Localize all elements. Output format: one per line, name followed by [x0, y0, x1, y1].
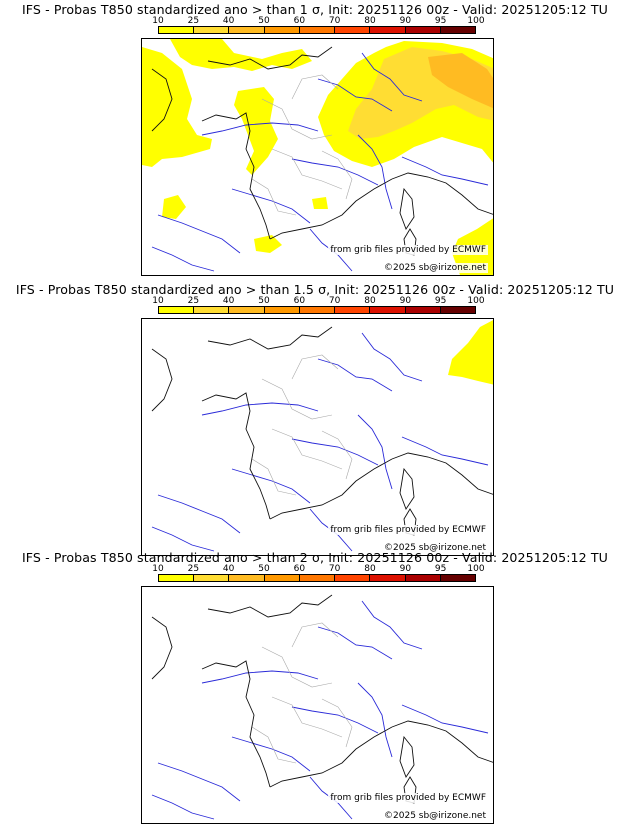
source-credit: from grib files provided by ECMWF [328, 245, 488, 255]
colorbar-cell [335, 307, 371, 313]
colorbar-tick-label: 80 [364, 16, 376, 26]
copyright-label: ©2025 sb@irizone.net [382, 811, 488, 821]
source-credit: from grib files provided by ECMWF [328, 525, 488, 535]
colorbar-cell [299, 575, 336, 581]
colorbar-cell [229, 27, 265, 33]
colorbar-cell [194, 307, 230, 313]
colorbar-tick-label: 10 [152, 16, 164, 26]
colorbar-cell [194, 27, 230, 33]
colorbar-cell [159, 307, 195, 313]
colorbar-cell [299, 307, 336, 313]
colorbar-tick-label: 90 [399, 564, 412, 574]
panel-3-title: IFS - Probas T850 standardized ano > tha… [21, 550, 608, 565]
colorbar-tick-label: 70 [328, 296, 341, 306]
colorbar-tick-label: 70 [328, 16, 341, 26]
colorbar-cell [440, 575, 475, 581]
colorbar-tick-label: 40 [222, 16, 235, 26]
colorbar-cell [264, 307, 300, 313]
river-lines [151, 600, 489, 820]
colorbar-tick-label: 10 [152, 296, 164, 306]
colorbar-cell [440, 307, 475, 313]
colorbar-tick-label: 60 [293, 296, 306, 306]
colorbar-cell [370, 575, 406, 581]
map-graphic [151, 594, 493, 820]
colorbar-cell [370, 27, 406, 33]
colorbar-cell [159, 27, 195, 33]
colorbar-tick-label: 40 [222, 296, 235, 306]
river-lines [151, 332, 489, 552]
colorbar-cell [159, 575, 195, 581]
colorbar-tick-label: 95 [434, 296, 447, 306]
colorbar-tick-label: 60 [293, 16, 306, 26]
colorbar-tick-label: 10 [152, 564, 164, 574]
colorbar-labels: 10 25 40 50 60 70 80 90 95 100 [152, 296, 484, 307]
colorbar-tick-label: 100 [467, 16, 485, 26]
colorbar [158, 574, 476, 582]
panel-3: IFS - Probas T850 standardized ano > tha… [0, 548, 630, 824]
admin-borders [251, 354, 353, 496]
map-panel-3: from grib files provided by ECMWF ©2025 … [141, 586, 494, 824]
colorbar-cell [335, 575, 371, 581]
colorbar-tick-label: 90 [399, 296, 412, 306]
colorbar-cell [405, 575, 441, 581]
coastline [151, 594, 493, 804]
colorbar-tick-label: 100 [467, 296, 485, 306]
colorbar-tick-label: 25 [187, 16, 200, 26]
colorbar-tick-label: 95 [434, 564, 447, 574]
colorbar-cell [229, 307, 265, 313]
map-panel-1: from grib files provided by ECMWF ©2025 … [141, 38, 494, 276]
probability-shading [448, 320, 493, 385]
coastline [151, 46, 493, 256]
colorbar-tick-label: 80 [364, 296, 376, 306]
colorbar-tick-label: 50 [258, 296, 270, 306]
colorbar-tick-label: 25 [187, 564, 200, 574]
admin-borders [251, 74, 353, 216]
copyright-label: ©2025 sb@irizone.net [382, 543, 488, 553]
colorbar-tick-label: 60 [293, 564, 306, 574]
panel-2: IFS - Probas T850 standardized ano > tha… [0, 280, 630, 556]
colorbar-tick-label: 50 [258, 16, 270, 26]
colorbar-labels: 10 25 40 50 60 70 80 90 95 100 [152, 564, 484, 575]
panel-1: IFS - Probas T850 standardized ano > tha… [0, 0, 630, 276]
colorbar-cell [194, 575, 230, 581]
colorbar-tick-label: 95 [434, 16, 447, 26]
colorbar [158, 306, 476, 314]
colorbar-tick-label: 70 [328, 564, 341, 574]
colorbar-labels: 10 25 40 50 60 70 80 90 95 100 [152, 16, 484, 27]
colorbar-cell [299, 27, 336, 33]
colorbar-tick-label: 50 [258, 564, 270, 574]
colorbar-cell [440, 27, 475, 33]
map-graphic [151, 320, 493, 552]
colorbar-tick-label: 80 [364, 564, 376, 574]
coastline [151, 326, 493, 536]
panel-2-title: IFS - Probas T850 standardized ano > tha… [15, 282, 615, 297]
panel-1-title: IFS - Probas T850 standardized ano > tha… [21, 2, 608, 17]
colorbar-tick-label: 90 [399, 16, 412, 26]
admin-borders [251, 622, 353, 764]
colorbar-cell [264, 27, 300, 33]
colorbar-tick-label: 25 [187, 296, 200, 306]
colorbar-cell [264, 575, 300, 581]
colorbar-cell [335, 27, 371, 33]
probability-shading [142, 39, 493, 275]
colorbar-tick-label: 100 [467, 564, 485, 574]
colorbar-cell [405, 27, 441, 33]
colorbar [158, 26, 476, 34]
colorbar-cell [370, 307, 406, 313]
colorbar-cell [405, 307, 441, 313]
map-panel-2: from grib files provided by ECMWF ©2025 … [141, 318, 494, 556]
copyright-label: ©2025 sb@irizone.net [382, 263, 488, 273]
map-graphic [142, 39, 493, 275]
source-credit: from grib files provided by ECMWF [328, 793, 488, 803]
colorbar-cell [229, 575, 265, 581]
colorbar-tick-label: 40 [222, 564, 235, 574]
